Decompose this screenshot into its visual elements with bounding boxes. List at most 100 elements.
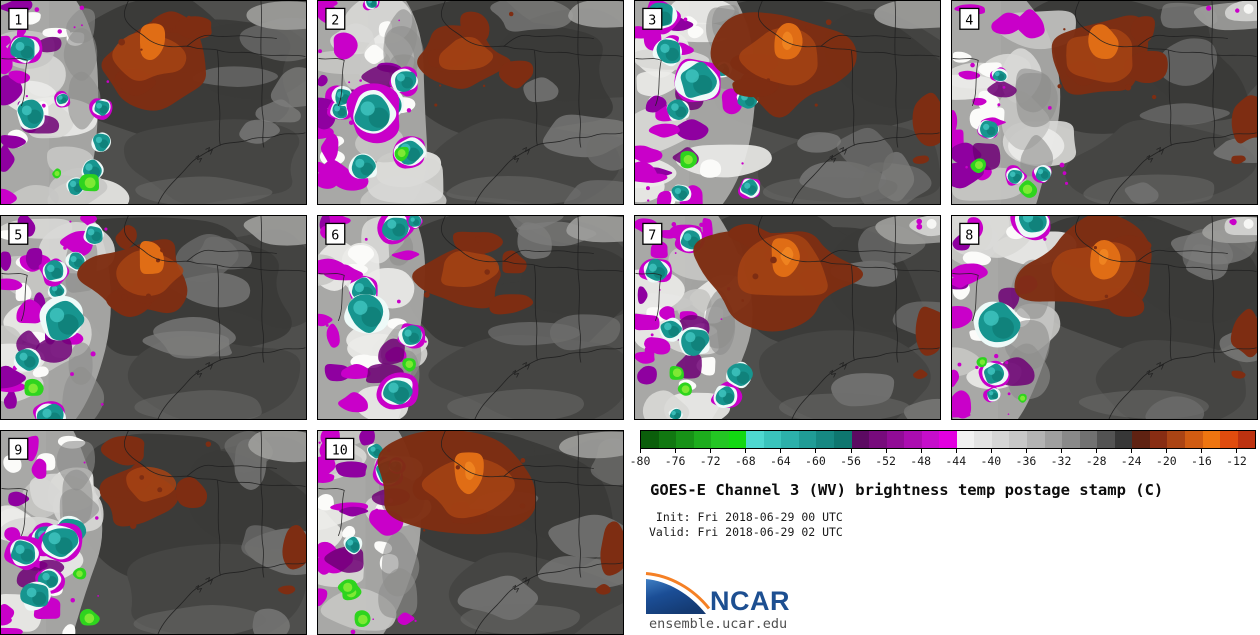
panel-number-box xyxy=(642,222,663,245)
colorbar-segment xyxy=(1044,431,1063,448)
colorbar-tick-label: -20 xyxy=(1155,454,1177,468)
colorbar-segment xyxy=(1009,431,1028,448)
ensemble-member-panel-7[interactable]: 7 xyxy=(634,215,941,420)
colorbar-segment xyxy=(939,431,957,448)
colorbar-segment xyxy=(728,431,747,448)
colorbar-tick-label: -52 xyxy=(875,454,896,468)
wv-satellite-map: 9 xyxy=(1,431,306,634)
panel-number: 9 xyxy=(14,443,22,458)
colorbar-tick xyxy=(710,449,712,453)
ensemble-member-panel-10[interactable]: 10 xyxy=(317,430,624,635)
colorbar-tick xyxy=(1166,449,1168,453)
colorbar-tick-label: -68 xyxy=(734,454,756,468)
ncar-logo-icon: NCAR xyxy=(645,572,790,616)
colorbar-segment xyxy=(781,431,799,448)
wv-satellite-map: 7 xyxy=(635,216,940,419)
colorbar-tick-label: -56 xyxy=(840,454,861,468)
colorbar-segment xyxy=(641,431,659,448)
panel-number-box xyxy=(959,7,980,30)
colorbar-tick xyxy=(1201,449,1203,453)
colorbar-segment xyxy=(904,431,922,448)
wv-satellite-map: 4 xyxy=(952,1,1257,204)
panel-number-box xyxy=(642,7,663,30)
panel-number: 5 xyxy=(14,228,22,243)
ensemble-member-panel-2[interactable]: 2 xyxy=(317,0,624,205)
init-time: Init: Fri 2018-06-29 00 UTC xyxy=(649,510,843,524)
panel-number: 1 xyxy=(14,13,22,28)
colorbar-tick-label: -32 xyxy=(1050,454,1072,468)
colorbar-segment xyxy=(1097,431,1115,448)
colorbar-segment xyxy=(1149,431,1168,448)
colorbar-segment xyxy=(746,431,764,448)
valid-time: Valid: Fri 2018-06-29 02 UTC xyxy=(649,525,843,539)
colorbar-tick-label: -76 xyxy=(664,454,686,468)
colorbar-tick xyxy=(780,449,782,453)
colorbar-segment xyxy=(921,431,940,448)
colorbar-segment xyxy=(676,431,694,448)
panel-number-box xyxy=(325,437,355,460)
colorbar-segment xyxy=(834,431,852,448)
panel-number: 3 xyxy=(648,13,656,28)
colorbar-segment xyxy=(1202,431,1221,448)
colorbar-tick xyxy=(815,449,817,453)
ensemble-member-panel-3[interactable]: 3 xyxy=(634,0,941,205)
colorbar-segment xyxy=(1079,431,1098,448)
wv-satellite-map: 1 xyxy=(1,1,306,204)
colorbar-segment xyxy=(956,431,975,448)
panel-number: 4 xyxy=(965,13,973,28)
colorbar-segment xyxy=(851,431,870,448)
colorbar-tick-label: -40 xyxy=(980,454,1002,468)
ncar-logo-text: NCAR xyxy=(710,586,790,616)
ensemble-member-panel-9[interactable]: 9 xyxy=(0,430,307,635)
ensemble-member-panel-8[interactable]: 8 xyxy=(951,215,1258,420)
ncar-logo-hill xyxy=(646,579,706,614)
colorbar-tick xyxy=(990,449,992,453)
colorbar-segment xyxy=(1062,431,1080,448)
ensemble-member-panel-5[interactable]: 5 xyxy=(0,215,307,420)
panel-number: 7 xyxy=(648,228,656,243)
colorbar-tick xyxy=(955,449,957,453)
ncar-logo-white-arc xyxy=(645,575,709,613)
colorbar-tick-label: -12 xyxy=(1226,454,1247,468)
colorbar-segment xyxy=(991,431,1010,448)
colorbar-tick xyxy=(640,449,641,453)
colorbar-segment xyxy=(869,431,887,448)
colorbar-segment xyxy=(658,431,677,448)
colorbar-tick-label: -60 xyxy=(805,454,826,468)
colorbar-segment xyxy=(1184,431,1203,448)
colorbar-tick xyxy=(920,449,922,453)
colorbar-tick-label: -36 xyxy=(1015,454,1037,468)
panel-number-box xyxy=(8,437,29,460)
colorbar-tick xyxy=(850,449,852,453)
colorbar-tick xyxy=(1061,449,1063,453)
colorbar-segment xyxy=(816,431,835,448)
panel-number: 6 xyxy=(331,228,339,243)
ensemble-member-panel-4[interactable]: 4 xyxy=(951,0,1258,205)
colorbar-tick-label: -48 xyxy=(910,454,932,468)
colorbar-tick xyxy=(1236,449,1238,453)
wv-satellite-map: 8 xyxy=(952,216,1257,419)
panel-number-box xyxy=(8,222,29,245)
colorbar-tick-label: -16 xyxy=(1190,454,1212,468)
ensemble-member-panel-6[interactable]: 6 xyxy=(317,215,624,420)
colorbar-segment xyxy=(1167,431,1185,448)
colorbar-tick-label: -72 xyxy=(699,454,721,468)
colorbar-tick xyxy=(745,449,747,453)
wv-satellite-map: 5 xyxy=(1,216,306,419)
colorbar-segment xyxy=(693,431,712,448)
colorbar-segment xyxy=(974,431,992,448)
colorbar-segment xyxy=(798,431,817,448)
colorbar-tick xyxy=(1096,449,1098,453)
colorbar-tick-label: -24 xyxy=(1120,454,1142,468)
colorbar-tick-label: -80 xyxy=(629,454,651,468)
colorbar-tick-label: -64 xyxy=(769,454,791,468)
ensemble-member-panel-1[interactable]: 1 xyxy=(0,0,307,205)
colorbar-tick xyxy=(885,449,887,453)
panel-number: 2 xyxy=(331,13,339,28)
panel-number-box xyxy=(325,7,346,30)
colorbar-segment xyxy=(763,431,782,448)
colorbar xyxy=(640,430,1256,449)
colorbar-tick xyxy=(675,449,677,453)
colorbar-segment xyxy=(711,431,729,448)
caption-block: -80 -76 -72 -68 -64 -60 -56 -52 -48 -44 -40 -36 -32-… xyxy=(630,430,1260,635)
